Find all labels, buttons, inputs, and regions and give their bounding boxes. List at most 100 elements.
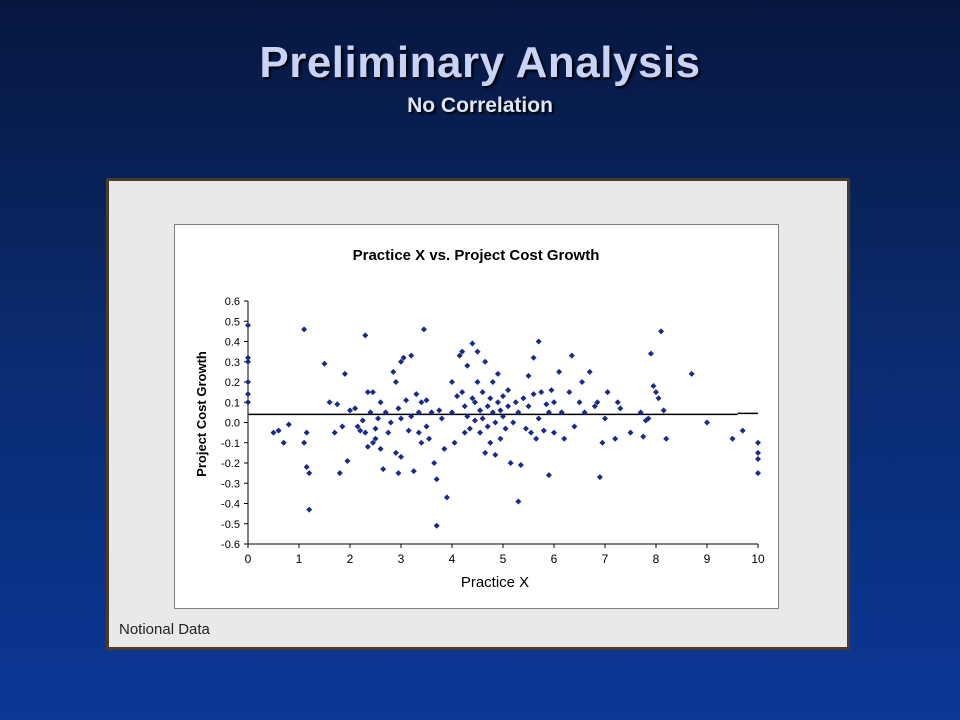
data-point	[362, 429, 369, 436]
data-point	[459, 348, 466, 355]
data-point	[505, 403, 512, 410]
data-point	[535, 415, 542, 422]
x-tick-label: 8	[653, 552, 660, 566]
data-point	[395, 405, 402, 412]
data-point	[604, 389, 611, 396]
y-tick-label: -0.1	[221, 438, 240, 450]
data-point	[517, 462, 524, 469]
data-point	[301, 326, 308, 333]
y-tick-label: -0.6	[221, 539, 240, 551]
y-tick-label: -0.3	[221, 478, 240, 490]
data-point	[392, 449, 399, 456]
data-point	[377, 445, 384, 452]
data-point	[568, 352, 575, 359]
slide-subtitle: No Correlation	[407, 94, 553, 117]
data-point	[380, 466, 387, 473]
data-point	[364, 443, 371, 450]
x-tick-label: 5	[500, 552, 507, 566]
data-point	[245, 354, 251, 361]
data-point	[512, 399, 519, 406]
data-point	[479, 389, 486, 396]
data-point	[594, 399, 601, 406]
data-point	[398, 415, 404, 422]
data-point	[405, 427, 412, 434]
data-point	[487, 395, 494, 402]
data-point	[530, 391, 537, 398]
data-point	[525, 403, 532, 410]
data-point	[410, 468, 417, 475]
data-point	[433, 476, 440, 483]
data-point	[413, 391, 420, 398]
data-point	[377, 399, 384, 406]
x-tick-label: 6	[551, 552, 558, 566]
data-point	[372, 435, 379, 442]
data-point	[556, 368, 563, 375]
data-point	[576, 399, 583, 406]
data-point	[515, 409, 522, 416]
y-tick-label: 0.1	[225, 397, 240, 409]
data-point	[367, 409, 374, 416]
data-point	[729, 435, 736, 442]
data-point	[525, 372, 532, 379]
axes: 0.6 0.5 0.4 0.3 0.2 0.1 0.0 -0.1 -0.2 -0.3 -0.4 -0.…	[221, 296, 765, 566]
data-point	[520, 395, 527, 402]
data-point	[354, 423, 361, 430]
data-point	[510, 419, 517, 426]
data-point	[471, 417, 478, 424]
data-point	[533, 435, 540, 442]
data-point	[423, 423, 430, 430]
chart-frame: Practice X vs. Project Cost Growth Pract…	[106, 178, 850, 650]
data-point	[522, 425, 529, 432]
data-point	[369, 389, 376, 396]
data-point	[359, 417, 366, 424]
data-point	[403, 397, 410, 404]
data-point	[487, 439, 494, 446]
data-point	[645, 415, 652, 422]
data-point	[423, 397, 430, 404]
data-point	[599, 439, 606, 446]
data-point	[655, 395, 662, 402]
data-point	[535, 338, 542, 345]
data-point	[755, 439, 761, 446]
data-point	[566, 389, 573, 396]
data-point	[466, 425, 473, 432]
data-point	[372, 425, 379, 432]
data-point	[484, 423, 491, 430]
data-point	[551, 429, 557, 436]
y-tick-label: -0.5	[221, 519, 240, 531]
data-point	[418, 439, 425, 446]
data-point	[561, 435, 568, 442]
data-point	[497, 407, 504, 414]
data-point	[482, 449, 489, 456]
data-point	[755, 449, 761, 456]
data-point	[392, 379, 399, 385]
data-point	[540, 427, 547, 434]
data-point	[653, 389, 659, 396]
data-point	[420, 326, 427, 333]
x-tick-label: 2	[347, 552, 354, 566]
data-point	[464, 413, 471, 420]
data-point	[469, 340, 476, 347]
data-point	[461, 429, 468, 436]
data-points	[245, 322, 761, 529]
data-point	[591, 403, 598, 410]
data-point	[755, 470, 761, 477]
data-point	[245, 322, 251, 329]
x-tick-label: 7	[602, 552, 609, 566]
data-point	[586, 368, 593, 375]
data-point	[375, 415, 382, 422]
data-point	[739, 427, 746, 434]
data-point	[492, 419, 499, 426]
data-point	[334, 401, 341, 408]
data-point	[461, 403, 468, 410]
data-point	[364, 389, 371, 396]
data-point	[596, 474, 603, 481]
data-point	[428, 409, 435, 416]
data-point	[449, 409, 455, 416]
slide-title: Preliminary Analysis	[259, 38, 701, 87]
data-point	[479, 415, 486, 422]
data-point	[306, 470, 313, 477]
data-point	[500, 393, 506, 400]
data-point	[390, 368, 397, 375]
data-point	[408, 413, 415, 420]
